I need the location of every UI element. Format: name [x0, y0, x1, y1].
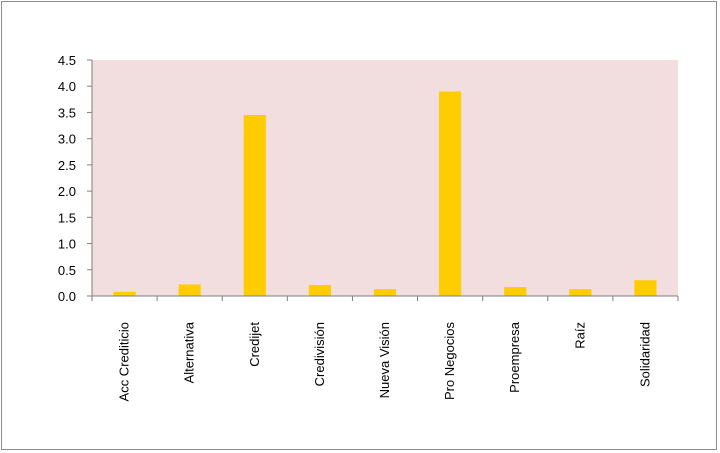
x-category-label: Credijet: [247, 322, 262, 367]
x-category-label: Raíz: [572, 322, 587, 349]
x-axis-labels: Acc Crediticio Alternativa Credijet Credivi…: [91, 296, 679, 401]
bar-acc-crediticio: [113, 291, 136, 296]
bars: [113, 91, 657, 296]
x-category-label: Acc Crediticio: [117, 322, 132, 401]
y-tick-label: 1.5: [58, 210, 76, 225]
bar-credijet: [243, 115, 266, 296]
bar-solidaridad: [634, 280, 657, 296]
bar-proempresa: [504, 287, 527, 296]
x-category-label: Solidaridad: [637, 322, 652, 387]
y-tick-label: 3.5: [58, 105, 76, 120]
bar-credivisi-n: [308, 284, 331, 296]
y-tick-label: 0.0: [58, 289, 76, 304]
bar-ra-z: [569, 289, 592, 296]
y-tick-label: 2.0: [58, 184, 76, 199]
x-category-label: Credivisión: [312, 322, 327, 386]
y-tick-label: 2.5: [58, 158, 76, 173]
y-tick-label: 1.0: [58, 237, 76, 252]
x-category-label: Alternativa: [182, 321, 197, 383]
bar-alternativa: [178, 284, 201, 296]
y-tick-label: 3.0: [58, 132, 76, 147]
x-category-label: Proempresa: [507, 321, 522, 393]
plot-area: [92, 60, 678, 296]
bar-nueva-visi-n: [373, 289, 397, 296]
x-category-label: Pro Negocios: [442, 322, 457, 401]
bar-pro-negocios: [439, 91, 462, 296]
y-axis-ticks: 0.0 0.5 1.0 1.5 2.0 2.5 3.0 3.5 4.0 4.5: [58, 53, 92, 304]
y-tick-label: 0.5: [58, 263, 76, 278]
y-tick-label: 4.5: [58, 53, 76, 68]
x-category-label: Nueva Visión: [377, 322, 392, 398]
y-tick-label: 4.0: [58, 79, 76, 94]
